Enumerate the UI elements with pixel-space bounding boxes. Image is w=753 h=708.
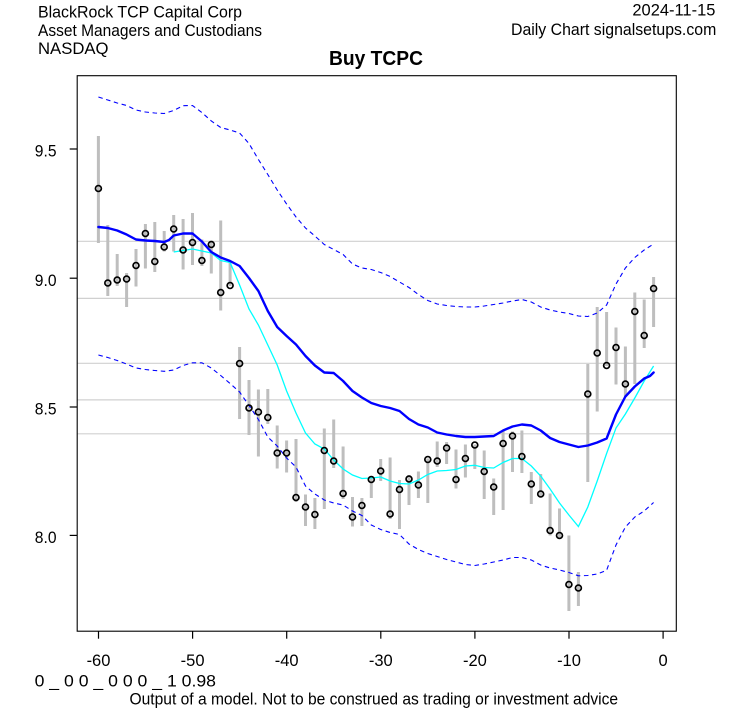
- svg-text:NASDAQ: NASDAQ: [38, 39, 109, 58]
- svg-text:2024-11-15: 2024-11-15: [632, 1, 715, 20]
- svg-text:-10: -10: [557, 652, 581, 670]
- svg-text:-50: -50: [181, 652, 205, 670]
- svg-text:-30: -30: [369, 652, 393, 670]
- svg-text:0 _ 0 0 _ 0 0 0 _ 1 0.98: 0 _ 0 0 _ 0 0 0 _ 1 0.98: [35, 672, 216, 691]
- svg-text:-40: -40: [275, 652, 299, 670]
- svg-text:0: 0: [659, 652, 668, 670]
- svg-text:-20: -20: [463, 652, 487, 670]
- svg-text:-60: -60: [87, 652, 111, 670]
- svg-text:Asset Managers and Custodians: Asset Managers and Custodians: [38, 21, 262, 40]
- svg-text:Output of a model. Not to be c: Output of a model. Not to be construed a…: [130, 690, 619, 708]
- svg-text:8.0: 8.0: [35, 529, 57, 547]
- svg-text:8.5: 8.5: [35, 401, 57, 419]
- svg-text:Daily Chart signalsetups.com: Daily Chart signalsetups.com: [511, 20, 716, 39]
- svg-text:Buy TCPC: Buy TCPC: [329, 47, 423, 70]
- svg-text:BlackRock TCP Capital Corp: BlackRock TCP Capital Corp: [38, 3, 242, 22]
- svg-text:9.5: 9.5: [35, 143, 57, 161]
- svg-text:9.0: 9.0: [35, 272, 57, 290]
